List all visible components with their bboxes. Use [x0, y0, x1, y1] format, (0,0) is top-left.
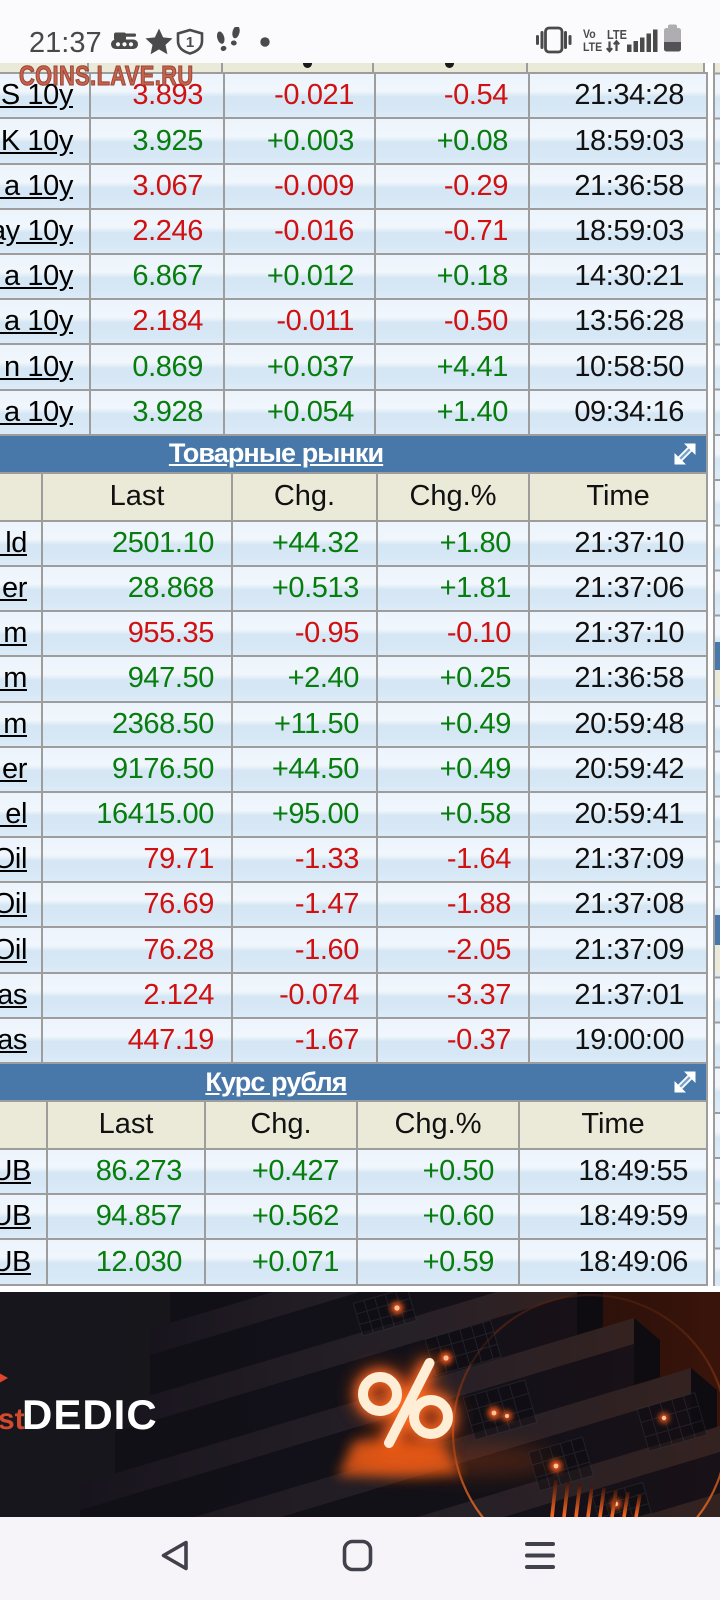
svg-text:st: st: [0, 1403, 25, 1436]
svg-text:Vo: Vo: [583, 28, 596, 41]
svg-text:1: 1: [186, 34, 194, 51]
svg-text:LTE: LTE: [583, 41, 603, 54]
svg-text:DEDIC: DEDIC: [22, 1391, 158, 1438]
svg-text:LTE: LTE: [607, 28, 627, 42]
